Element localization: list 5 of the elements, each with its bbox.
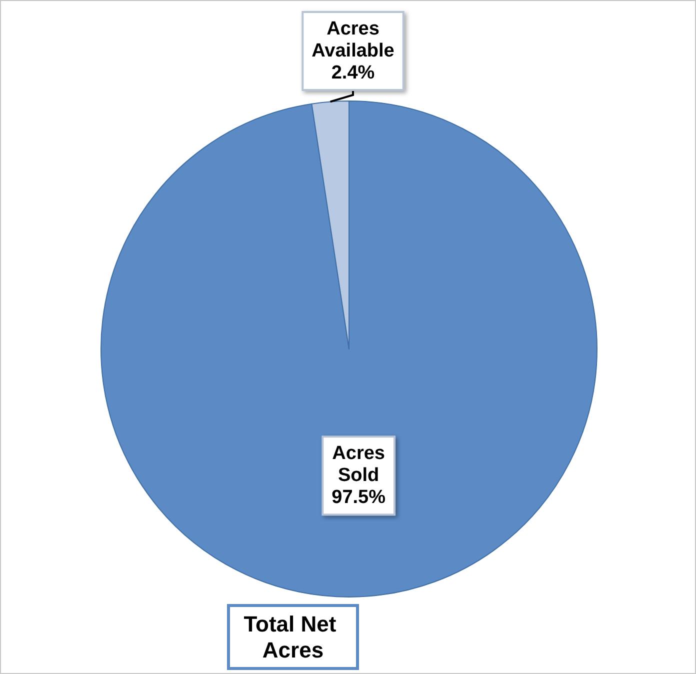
slice-label: Acres Available: [312, 18, 394, 62]
text: Total Net Acres: [244, 612, 342, 662]
data-label: 97.5%: [332, 487, 386, 508]
slice-label: Acres Sold: [332, 443, 385, 486]
data-label: 2.4%: [331, 62, 375, 84]
